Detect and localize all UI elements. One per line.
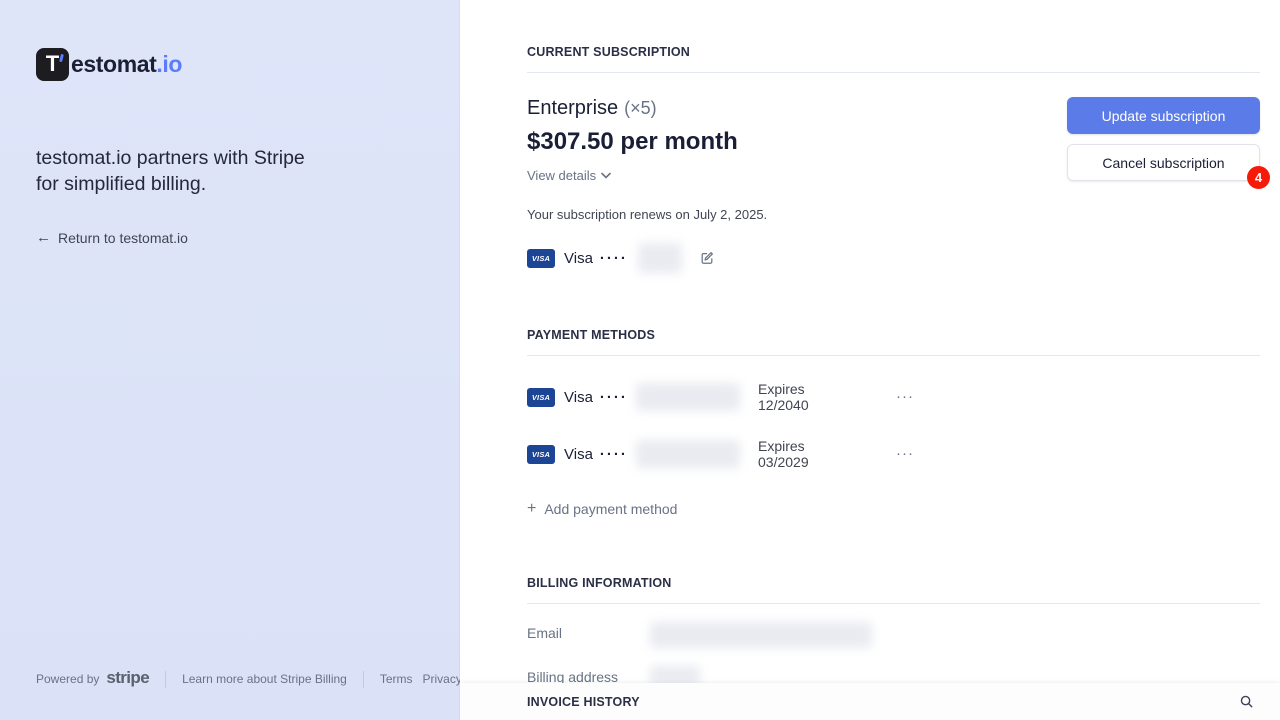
card-dots: ···· [599,249,628,267]
search-icon [1240,695,1253,708]
redacted-address-value [650,666,700,686]
sidebar: T estomat.io testomat.io partners with S… [0,0,462,720]
renewal-text: Your subscription renews on July 2, 2025… [527,207,768,222]
overflow-menu-icon[interactable]: ··· [896,388,914,406]
view-details-label: View details [527,168,597,183]
billing-information-title: BILLING INFORMATION [527,576,672,590]
visa-icon: VISA [527,444,555,464]
edit-card-icon[interactable] [700,251,714,265]
logo-word: estomat [71,51,157,77]
billing-portal-main: CURRENT SUBSCRIPTION Enterprise (×5) $30… [460,0,1280,720]
subscription-actions: Update subscription Cancel subscription … [1067,97,1270,273]
update-subscription-button[interactable]: Update subscription [1067,97,1260,134]
default-card-row: VISA Visa ···· [527,243,767,273]
add-payment-method-button[interactable]: + Add payment method [527,500,677,518]
redacted-card-digits [635,440,740,468]
sidebar-footer: Powered by stripe Learn more about Strip… [36,668,462,688]
powered-by-label: Powered by [36,672,100,686]
cancel-subscription-button[interactable]: Cancel subscription 4 [1067,144,1270,189]
redacted-email-value [650,622,872,648]
card-brand: Visa [564,249,593,267]
visa-icon: VISA [527,248,555,268]
card-dots: ···· [599,445,628,463]
subscription-details: Enterprise (×5) $307.50 per month View d… [527,97,767,273]
testomat-logo-icon: T [36,48,69,81]
billing-address-row: Billing address [527,666,1260,686]
section-divider [527,72,1260,73]
notification-badge: 4 [1247,166,1270,189]
testomat-logo[interactable]: T estomat.io [36,48,424,81]
plan-name: Enterprise [527,97,619,119]
visa-icon: VISA [527,387,555,407]
current-subscription-title: CURRENT SUBSCRIPTION [527,45,691,59]
invoice-history-bar: INVOICE HISTORY [460,683,1280,720]
view-details-toggle[interactable]: View details [527,168,611,183]
payment-method-row: VISA Visa ···· Expires 12/2040 ··· [527,381,1260,413]
logo-letter: T [45,50,60,76]
billing-address-label: Billing address [527,669,619,685]
privacy-link[interactable]: Privacy [422,672,462,686]
stripe-logo[interactable]: stripe [106,668,150,687]
email-label: Email [527,625,563,641]
card-expiry: Expires 03/2029 [758,438,809,470]
footer-divider [165,670,167,688]
payment-methods-title: PAYMENT METHODS [527,328,656,342]
section-divider [527,355,1260,356]
plan-price: $307.50 per month [527,128,738,155]
redacted-card-digits [637,243,682,273]
plus-icon: + [527,500,537,517]
payment-methods-section: PAYMENT METHODS VISA Visa ···· Expires 1… [527,328,1260,518]
card-dots: ···· [599,388,628,406]
logo-domain: .io [156,51,183,77]
search-invoices-button[interactable] [1237,692,1256,711]
return-link[interactable]: ← Return to testomat.io [36,229,188,246]
chevron-down-icon [601,172,611,179]
learn-more-link[interactable]: Learn more about Stripe Billing [182,672,347,686]
return-link-label: Return to testomat.io [58,229,188,246]
card-brand: Visa [564,388,593,406]
plan-quantity: (×5) [624,98,657,118]
redacted-card-digits [635,383,740,411]
current-subscription-section: CURRENT SUBSCRIPTION Enterprise (×5) $30… [527,45,1270,273]
add-payment-method-label: Add payment method [544,501,678,517]
overflow-menu-icon[interactable]: ··· [896,445,914,463]
payment-method-row: VISA Visa ···· Expires 03/2029 ··· [527,438,1260,470]
logo-tick-accent [59,53,64,63]
partner-headline: testomat.io partners with Stripe for sim… [36,147,305,195]
logo-wordmark: estomat.io [71,51,182,78]
billing-email-row: Email [527,622,1260,648]
terms-link[interactable]: Terms [379,672,413,686]
card-expiry: Expires 12/2040 [758,381,809,413]
section-divider [527,603,1260,604]
footer-divider [362,670,364,688]
card-brand: Visa [564,445,593,463]
invoice-history-title: INVOICE HISTORY [527,694,640,709]
cancel-subscription-label: Cancel subscription [1102,154,1225,171]
arrow-left-icon: ← [36,229,51,246]
